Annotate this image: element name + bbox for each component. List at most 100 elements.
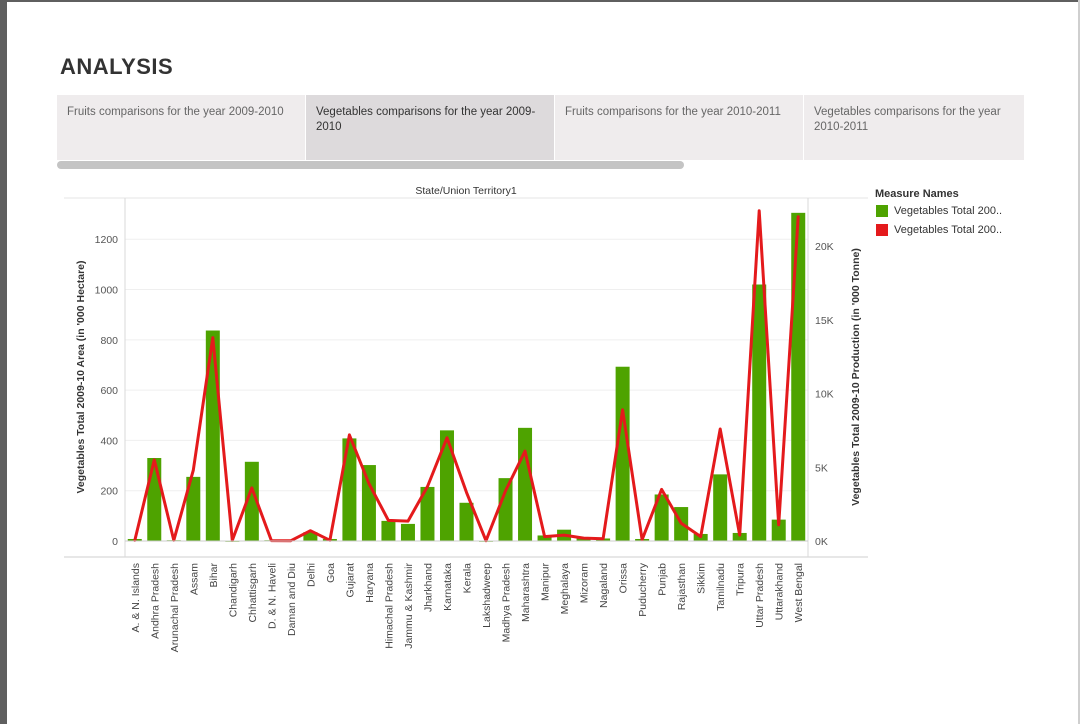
tabs-scrollbar[interactable] — [57, 161, 1024, 170]
chart-title: State/Union Territory1 — [415, 185, 517, 197]
line-point — [562, 533, 566, 537]
x-tick-label: Puducherry — [637, 562, 649, 616]
y-tick-left-label: 600 — [100, 385, 118, 397]
x-tick-label: Tripura — [735, 563, 747, 596]
legend-item-line-series[interactable]: Vegetables Total 200.. — [876, 223, 1002, 237]
line-point — [367, 482, 371, 485]
bar — [791, 212, 806, 542]
bar — [752, 284, 767, 541]
bar — [439, 430, 454, 541]
x-tick-label: Nagaland — [598, 563, 610, 608]
bar — [498, 478, 513, 541]
scrollbar-thumb[interactable] — [57, 161, 684, 169]
bar — [303, 532, 318, 541]
line-layer — [133, 209, 800, 543]
tab-vegetables-2009-2010[interactable]: Vegetables comparisons for the year 2009… — [305, 95, 554, 160]
bar — [147, 458, 162, 541]
bar — [537, 535, 552, 541]
legend-label: Vegetables Total 200.. — [894, 205, 1003, 217]
tab-fruits-2009-2010[interactable]: Fruits comparisons for the year 2009-201… — [57, 95, 305, 160]
legend-swatch-green — [876, 205, 888, 218]
x-tick-label: Manipur — [540, 562, 552, 600]
x-tick-label: Kerala — [462, 563, 474, 594]
x-tick-label: Daman and Diu — [286, 563, 298, 636]
y-tick-left-label: 400 — [100, 435, 118, 447]
line-point — [504, 489, 507, 493]
x-tick-label: West Bengal — [793, 563, 805, 622]
y-tick-left-label: 1000 — [95, 285, 119, 297]
x-tick-label: Uttarakhand — [774, 563, 786, 620]
x-tick-label: Chhattisgarh — [247, 563, 259, 623]
line-point — [797, 215, 800, 218]
y-tick-right-label: 10K — [815, 389, 834, 401]
bar-layer — [127, 212, 806, 542]
tab-label: Fruits comparisons for the year 2010-201… — [565, 106, 781, 118]
window-right-border — [1078, 0, 1080, 724]
tab-vegetables-2010-2011[interactable]: Vegetables comparisons for the year 2010… — [803, 95, 1024, 160]
x-tick-label: Tamilnadu — [715, 563, 727, 611]
line-point — [601, 537, 605, 540]
bar — [186, 476, 201, 541]
line-point — [406, 519, 410, 523]
line-point — [445, 436, 449, 440]
page-title: ANALYSIS — [60, 54, 174, 79]
line-point — [309, 529, 312, 532]
line-point — [543, 535, 546, 538]
line-point — [250, 486, 254, 490]
line-point — [348, 433, 351, 437]
x-tick-label: Jammu & Kashmir — [403, 563, 415, 649]
legend-item-bar-series[interactable]: Vegetables Total 200.. — [876, 204, 1002, 218]
x-tick-label: Goa — [325, 563, 337, 583]
x-tick-label: Lakshadweep — [481, 563, 493, 628]
tab-fruits-2010-2011[interactable]: Fruits comparisons for the year 2010-201… — [554, 95, 803, 160]
axis-layer: 0 200 400 600 800 1000 1200 0K 5K 10K 15K 20K A. & N… — [64, 197, 868, 652]
line-point — [679, 522, 683, 525]
y-tick-right-label: 15K — [815, 315, 834, 327]
y-tick-left-label: 0 — [112, 536, 118, 548]
x-tick-label: Arunachal Pradesh — [169, 563, 181, 652]
window-left-border — [0, 0, 7, 724]
y-axis-right-label: Vegetables Total 2009-10 Production (in … — [850, 248, 862, 506]
x-tick-label: Mizoram — [579, 563, 591, 604]
line-point — [211, 336, 215, 339]
line-point — [777, 523, 780, 526]
x-tick-label: Sikkim — [696, 563, 708, 594]
line-point — [699, 535, 702, 538]
line-point — [758, 209, 761, 212]
x-tick-label: Andhra Pradesh — [149, 563, 161, 639]
line-point — [465, 491, 468, 494]
bar — [654, 494, 669, 541]
line-point — [192, 469, 195, 472]
y-tick-left-label: 1200 — [95, 234, 119, 246]
x-tick-label: D. & N. Haveli — [266, 563, 278, 629]
x-tick-label: Maharashtra — [520, 563, 532, 622]
y-tick-right-label: 5K — [815, 462, 828, 474]
line-point — [426, 485, 429, 488]
x-tick-label: Punjab — [657, 563, 669, 596]
y-tick-left-label: 200 — [100, 486, 118, 498]
story-tabs: Fruits comparisons for the year 2009-201… — [57, 95, 1024, 160]
x-tick-label: Haryana — [364, 563, 376, 603]
line-point — [153, 458, 156, 462]
bar — [400, 523, 415, 541]
bar — [420, 486, 435, 541]
legend-swatch-red — [876, 224, 888, 237]
y-tick-right-label: 0K — [815, 536, 828, 548]
y-tick-left-label: 800 — [100, 335, 118, 347]
y-axis-left-label: Vegetables Total 2009-10 Area (in '000 H… — [75, 260, 87, 493]
line-point — [387, 519, 390, 522]
line-point — [718, 427, 722, 431]
x-tick-label: Rajasthan — [676, 563, 688, 610]
bar — [381, 520, 396, 541]
bar — [342, 438, 357, 541]
x-tick-label: Meghalaya — [559, 563, 571, 615]
tab-label: Vegetables comparisons for the year 2010… — [814, 106, 1001, 133]
bar — [615, 366, 630, 541]
x-tick-label: Assam — [188, 563, 200, 595]
x-tick-label: Madhya Pradesh — [501, 563, 513, 643]
x-tick-label: Karnataka — [442, 563, 454, 611]
line-point — [621, 408, 624, 412]
legend-title: Measure Names — [875, 188, 959, 200]
line-point — [582, 536, 585, 540]
bar — [518, 427, 533, 541]
